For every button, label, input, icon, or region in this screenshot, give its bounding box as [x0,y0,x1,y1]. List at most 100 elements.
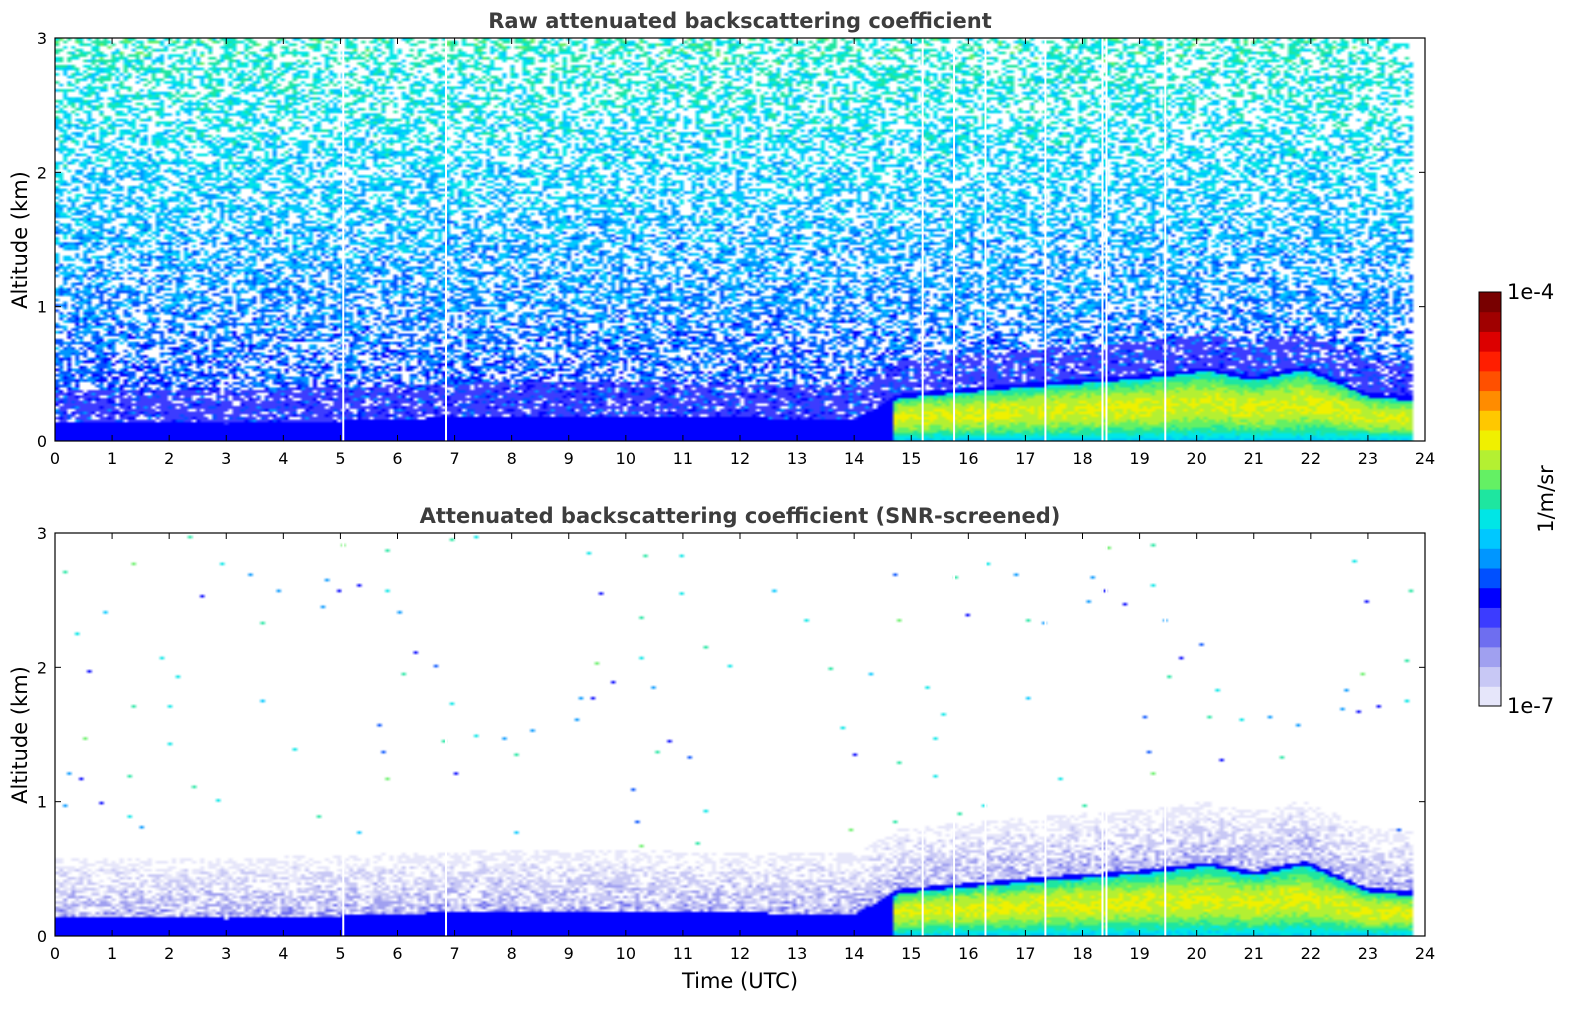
screened-y-axis-label: Altitude (km) [8,666,32,804]
x-tick-label: 19 [1129,449,1149,468]
x-tick-label: 22 [1301,944,1321,963]
raw-y-axis-label: Altitude (km) [8,171,32,309]
x-tick-label: 17 [1015,449,1035,468]
colorbar-cell [1479,469,1501,490]
raw-backscatter-panel: Raw attenuated backscattering coefficien… [8,9,1435,468]
x-tick-label: 14 [844,449,864,468]
y-tick-label: 0 [37,927,47,946]
colorbar-cell [1479,370,1501,392]
x-tick-label: 2 [164,944,174,963]
y-tick-label: 2 [37,163,47,182]
colorbar-cell [1479,292,1501,313]
colorbar-gradient [1479,292,1501,707]
colorbar-cell [1479,548,1501,569]
colorbar-cell [1479,489,1501,510]
raw-heatmap [55,38,1425,441]
x-tick-label: 18 [1072,944,1092,963]
x-tick-label: 10 [616,449,636,468]
raw-panel-title: Raw attenuated backscattering coefficien… [488,9,992,33]
x-tick-label: 21 [1244,449,1264,468]
colorbar-cell [1479,528,1501,549]
x-tick-label: 4 [278,449,288,468]
x-tick-label: 24 [1415,449,1435,468]
x-tick-label: 0 [50,944,60,963]
x-tick-label: 20 [1186,449,1206,468]
x-tick-label: 16 [958,944,978,963]
x-tick-label: 5 [335,449,345,468]
colorbar-cell [1479,311,1501,332]
x-tick-label: 5 [335,944,345,963]
x-tick-label: 4 [278,944,288,963]
colorbar-cell [1479,587,1501,608]
heatmap-cells [55,533,1425,936]
x-axis-label: Time (UTC) [681,969,798,993]
screened-heatmap [55,533,1425,936]
x-tick-label: 13 [787,944,807,963]
colorbar-cell [1479,430,1501,451]
x-tick-label: 7 [449,449,459,468]
x-tick-label: 15 [901,449,921,468]
x-tick-label: 2 [164,449,174,468]
screened-x-ticks: 0 1 2 3 4 5 6 7 8 9 10 11 12 13 14 15 16 17 18 19 20 21 22 23 24 [50,533,1435,963]
y-tick-label: 0 [37,432,47,451]
x-tick-label: 0 [50,449,60,468]
colorbar-unit-label: 1/m/sr [1534,465,1558,533]
heatmap-cells [55,38,1425,441]
x-tick-label: 23 [1358,944,1378,963]
x-tick-label: 19 [1129,944,1149,963]
y-tick-label: 3 [37,29,47,48]
x-tick-label: 12 [730,944,750,963]
colorbar-cell [1479,607,1501,628]
colorbar-cell [1479,390,1501,411]
x-tick-label: 18 [1072,449,1092,468]
x-tick-label: 6 [392,944,402,963]
raw-y-ticks: 0 1 2 3 [37,29,1425,451]
x-tick-label: 22 [1301,449,1321,468]
colorbar-cell [1479,351,1501,372]
x-tick-label: 8 [507,944,517,963]
x-tick-label: 12 [730,449,750,468]
colorbar-cell [1479,410,1501,431]
colorbar: 1e-4 1e-7 1/m/sr [1478,280,1558,718]
x-tick-label: 20 [1186,944,1206,963]
colorbar-cell [1479,508,1501,530]
x-tick-label: 7 [449,944,459,963]
colorbar-cell [1479,686,1501,707]
x-tick-label: 11 [673,944,693,963]
colorbar-cell [1479,627,1501,648]
x-tick-label: 13 [787,449,807,468]
x-tick-label: 16 [958,449,978,468]
colorbar-min-label: 1e-7 [1507,694,1554,718]
colorbar-cell [1479,568,1501,589]
x-tick-label: 21 [1244,944,1264,963]
x-tick-label: 24 [1415,944,1435,963]
x-tick-label: 9 [564,944,574,963]
raw-x-ticks: 0 1 2 3 4 5 6 7 8 9 10 11 12 13 14 15 16 17 18 19 20 21 22 23 24 [50,38,1435,468]
colorbar-frame [1478,291,1502,707]
x-tick-label: 8 [507,449,517,468]
x-tick-label: 10 [616,944,636,963]
y-tick-label: 2 [37,658,47,677]
x-tick-label: 14 [844,944,864,963]
x-tick-label: 3 [221,944,231,963]
x-tick-label: 17 [1015,944,1035,963]
x-tick-label: 11 [673,449,693,468]
colorbar-cell [1479,646,1501,668]
x-tick-label: 3 [221,449,231,468]
x-tick-label: 9 [564,449,574,468]
screened-backscatter-panel: Attenuated backscattering coefficient (S… [8,504,1435,993]
x-tick-label: 23 [1358,449,1378,468]
screened-y-ticks: 0 1 2 3 [37,524,1425,946]
colorbar-cell [1479,666,1501,687]
colorbar-max-label: 1e-4 [1507,280,1554,304]
colorbar-cell [1479,331,1501,352]
y-tick-label: 1 [37,793,47,812]
x-tick-label: 15 [901,944,921,963]
screened-panel-title: Attenuated backscattering coefficient (S… [420,504,1061,528]
colorbar-cell [1479,449,1501,470]
y-tick-label: 1 [37,298,47,317]
x-tick-label: 1 [107,944,117,963]
y-tick-label: 3 [37,524,47,543]
x-tick-label: 6 [392,449,402,468]
